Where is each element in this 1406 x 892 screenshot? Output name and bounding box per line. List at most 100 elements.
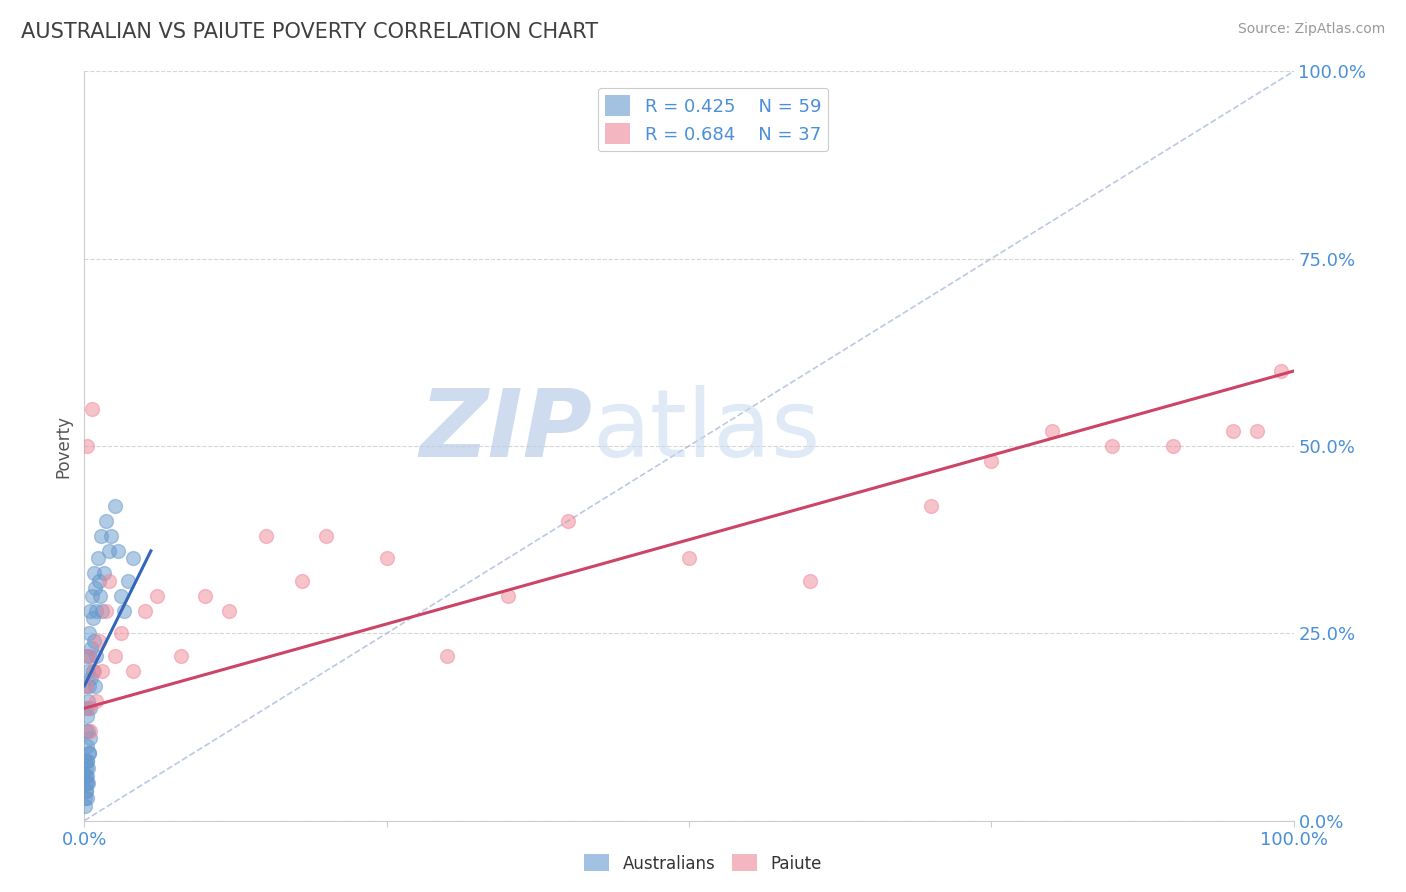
Text: atlas: atlas bbox=[592, 385, 821, 477]
Point bbox=[87, 633, 110, 648]
Point bbox=[77, 648, 100, 663]
Point bbox=[91, 664, 114, 678]
Point bbox=[83, 664, 105, 678]
Point bbox=[76, 754, 98, 768]
Point bbox=[76, 439, 98, 453]
Point bbox=[75, 776, 97, 790]
Point bbox=[90, 529, 112, 543]
Point bbox=[194, 589, 217, 603]
Point bbox=[146, 589, 169, 603]
Point bbox=[75, 679, 97, 693]
Point bbox=[76, 754, 98, 768]
Point bbox=[75, 701, 97, 715]
Point bbox=[77, 664, 100, 678]
Point bbox=[79, 671, 101, 685]
Text: AUSTRALIAN VS PAIUTE POVERTY CORRELATION CHART: AUSTRALIAN VS PAIUTE POVERTY CORRELATION… bbox=[21, 22, 598, 42]
Point bbox=[75, 679, 97, 693]
Point bbox=[436, 648, 458, 663]
Point bbox=[77, 746, 100, 760]
Point bbox=[375, 551, 398, 566]
Point bbox=[76, 708, 98, 723]
Point bbox=[980, 454, 1002, 468]
Y-axis label: Poverty: Poverty bbox=[55, 415, 73, 477]
Point bbox=[121, 551, 143, 566]
Point bbox=[94, 604, 117, 618]
Point bbox=[80, 641, 103, 656]
Point bbox=[134, 604, 156, 618]
Point bbox=[76, 776, 98, 790]
Point bbox=[1246, 424, 1268, 438]
Point bbox=[79, 648, 101, 663]
Point bbox=[100, 529, 122, 543]
Legend: R = 0.425    N = 59, R = 0.684    N = 37: R = 0.425 N = 59, R = 0.684 N = 37 bbox=[598, 88, 828, 152]
Point bbox=[75, 783, 97, 797]
Point bbox=[75, 791, 97, 805]
Point bbox=[496, 589, 519, 603]
Point bbox=[1270, 364, 1292, 378]
Point bbox=[117, 574, 139, 588]
Point bbox=[84, 582, 107, 596]
Point bbox=[83, 566, 105, 581]
Point bbox=[112, 604, 135, 618]
Point bbox=[82, 611, 104, 625]
Point bbox=[170, 648, 193, 663]
Point bbox=[75, 769, 97, 783]
Point bbox=[75, 798, 97, 813]
Point bbox=[79, 731, 101, 746]
Point bbox=[76, 694, 98, 708]
Point bbox=[920, 499, 942, 513]
Point bbox=[97, 544, 120, 558]
Point bbox=[84, 679, 107, 693]
Point bbox=[83, 633, 105, 648]
Point bbox=[557, 514, 579, 528]
Point bbox=[75, 761, 97, 775]
Point bbox=[77, 746, 100, 760]
Point bbox=[86, 551, 108, 566]
Point bbox=[1040, 424, 1063, 438]
Point bbox=[77, 626, 100, 640]
Point bbox=[84, 648, 107, 663]
Point bbox=[1222, 424, 1244, 438]
Point bbox=[76, 791, 98, 805]
Point bbox=[77, 723, 100, 738]
Point bbox=[86, 604, 108, 618]
Point bbox=[82, 664, 104, 678]
Point bbox=[678, 551, 700, 566]
Point bbox=[110, 626, 132, 640]
Point bbox=[86, 694, 108, 708]
Legend: Australians, Paiute: Australians, Paiute bbox=[578, 847, 828, 880]
Point bbox=[73, 754, 96, 768]
Point bbox=[315, 529, 337, 543]
Point bbox=[75, 769, 97, 783]
Point bbox=[93, 566, 115, 581]
Point bbox=[76, 776, 98, 790]
Point bbox=[218, 604, 240, 618]
Point bbox=[89, 589, 111, 603]
Point bbox=[77, 761, 100, 775]
Point bbox=[291, 574, 314, 588]
Point bbox=[77, 679, 100, 693]
Text: Source: ZipAtlas.com: Source: ZipAtlas.com bbox=[1237, 22, 1385, 37]
Point bbox=[799, 574, 821, 588]
Point bbox=[94, 514, 117, 528]
Point bbox=[107, 544, 129, 558]
Point bbox=[97, 574, 120, 588]
Point bbox=[77, 701, 100, 715]
Point bbox=[75, 783, 97, 797]
Point bbox=[104, 499, 127, 513]
Point bbox=[79, 604, 101, 618]
Point bbox=[76, 739, 98, 753]
Point bbox=[254, 529, 277, 543]
Point bbox=[79, 701, 101, 715]
Point bbox=[87, 574, 110, 588]
Point bbox=[76, 769, 98, 783]
Point bbox=[91, 604, 114, 618]
Text: ZIP: ZIP bbox=[419, 385, 592, 477]
Point bbox=[80, 401, 103, 416]
Point bbox=[76, 648, 98, 663]
Point bbox=[1161, 439, 1184, 453]
Point bbox=[79, 723, 101, 738]
Point bbox=[1101, 439, 1123, 453]
Point bbox=[121, 664, 143, 678]
Point bbox=[75, 723, 97, 738]
